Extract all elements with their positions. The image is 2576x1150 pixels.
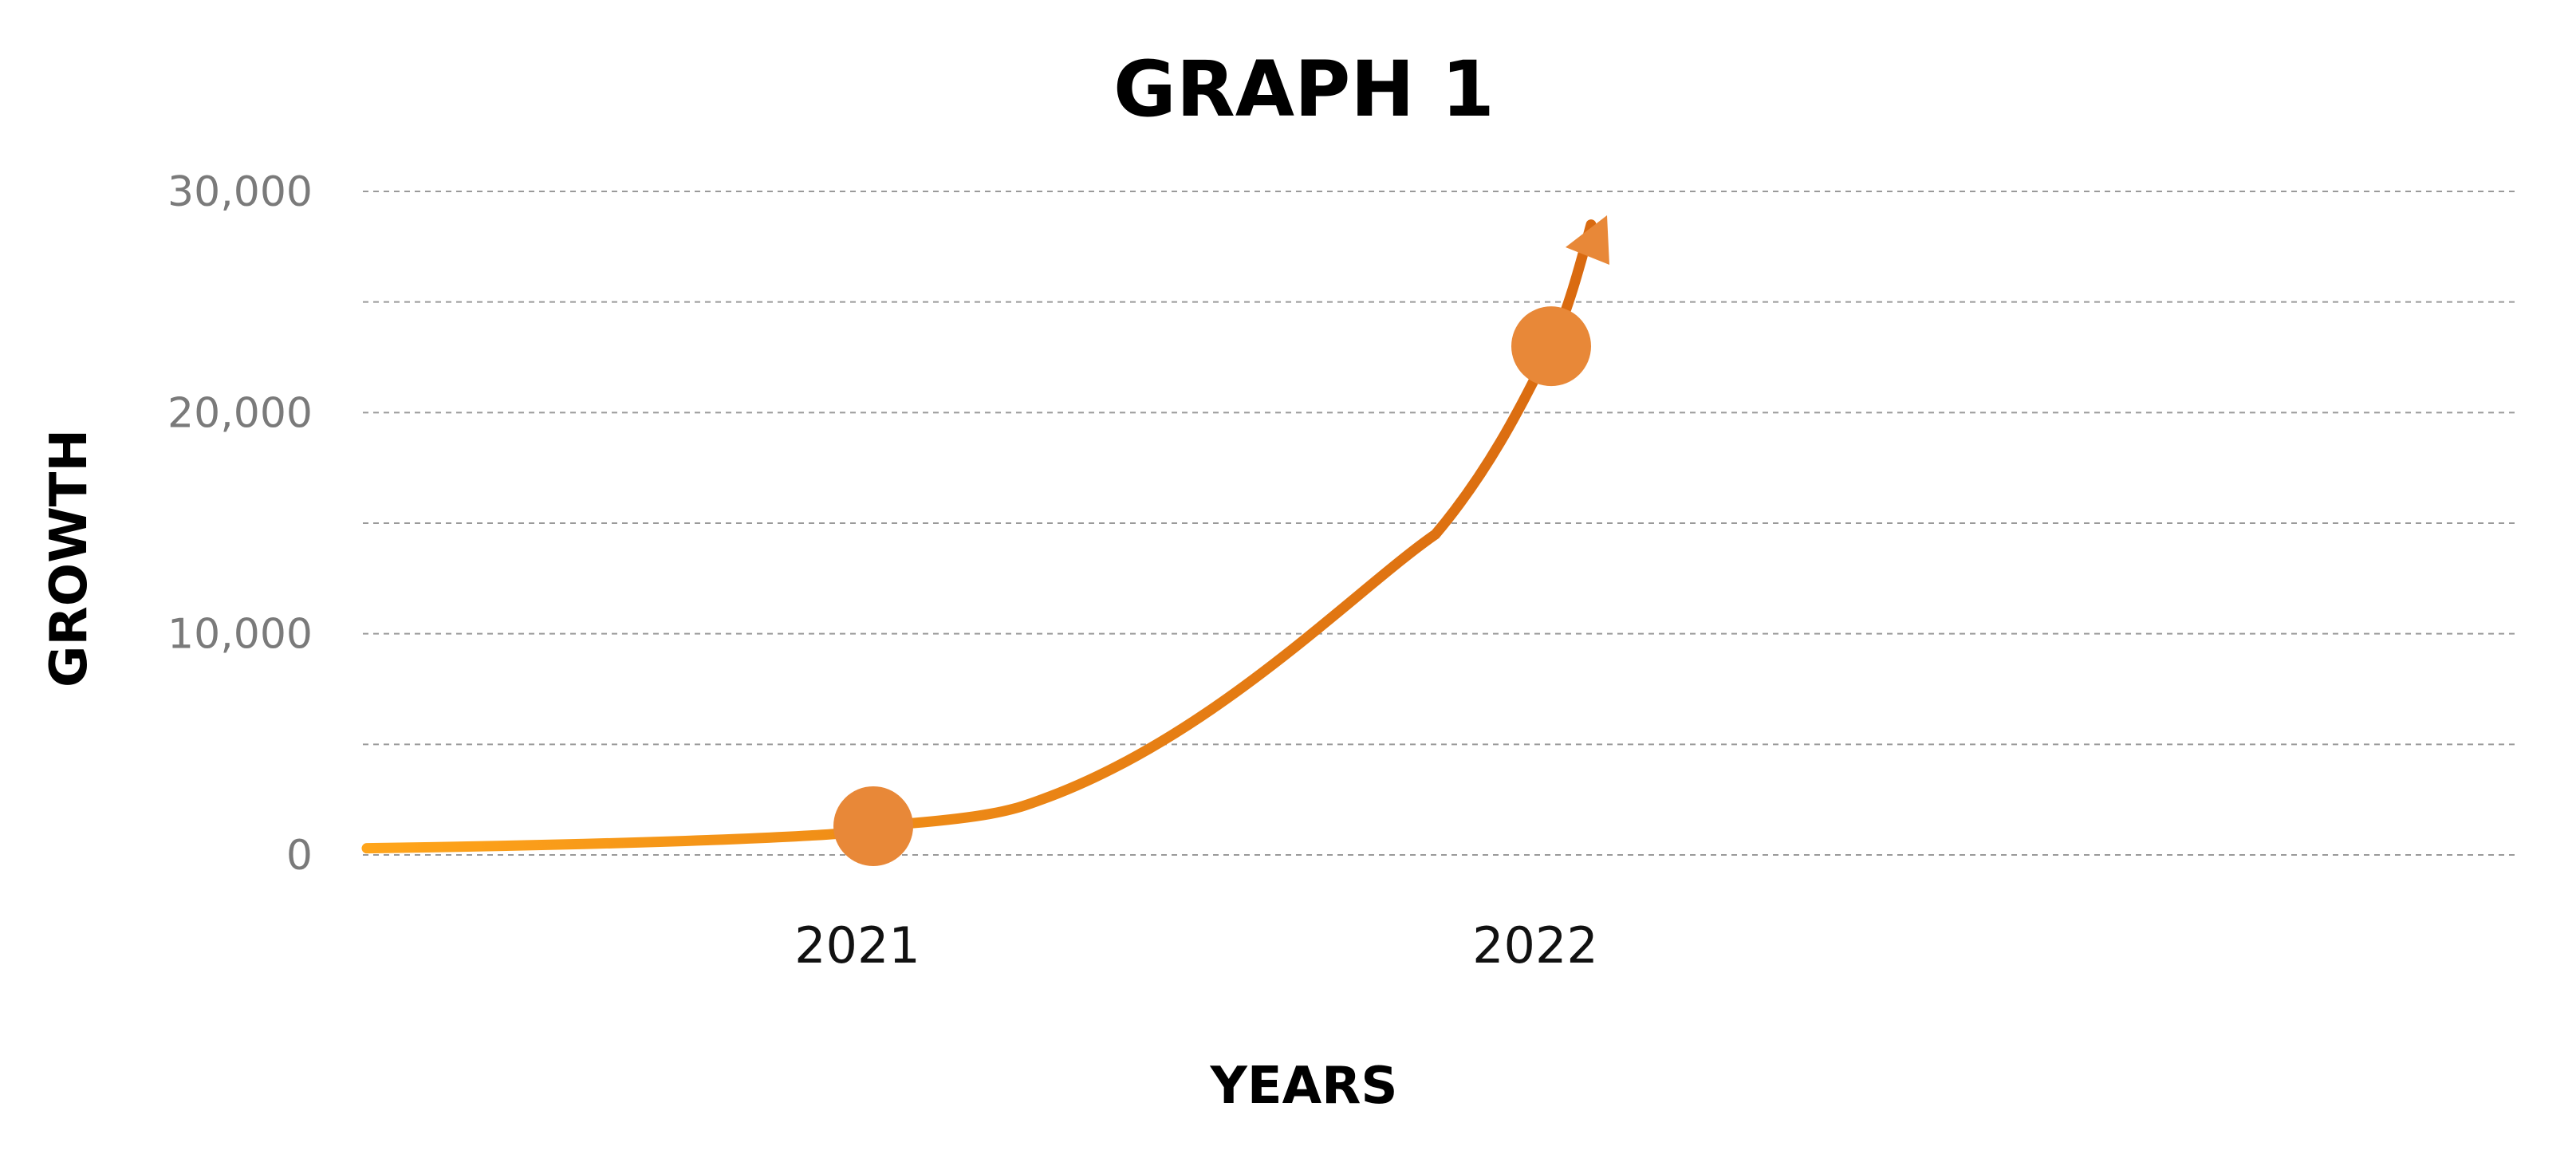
x-tick-label: 2022 <box>1472 916 1598 975</box>
x-axis-title: YEARS <box>1210 1057 1398 1116</box>
y-tick-label: 20,000 <box>167 389 313 437</box>
data-point <box>833 786 913 866</box>
data-points <box>833 306 1591 866</box>
x-axis-ticks: 2021 2022 <box>794 916 1598 975</box>
y-axis-ticks: 0 10,000 20,000 30,000 <box>167 168 313 880</box>
series-line <box>361 219 1597 854</box>
chart-title: GRAPH 1 <box>1113 45 1495 134</box>
y-axis-title: GROWTH <box>40 429 99 687</box>
arrowhead <box>1566 215 1609 265</box>
y-tick-label: 0 <box>286 832 313 880</box>
grid <box>363 191 2516 856</box>
y-tick-label: 10,000 <box>167 611 313 659</box>
x-tick-label: 2021 <box>794 916 920 975</box>
y-tick-label: 30,000 <box>167 168 313 216</box>
data-point <box>1511 306 1591 387</box>
